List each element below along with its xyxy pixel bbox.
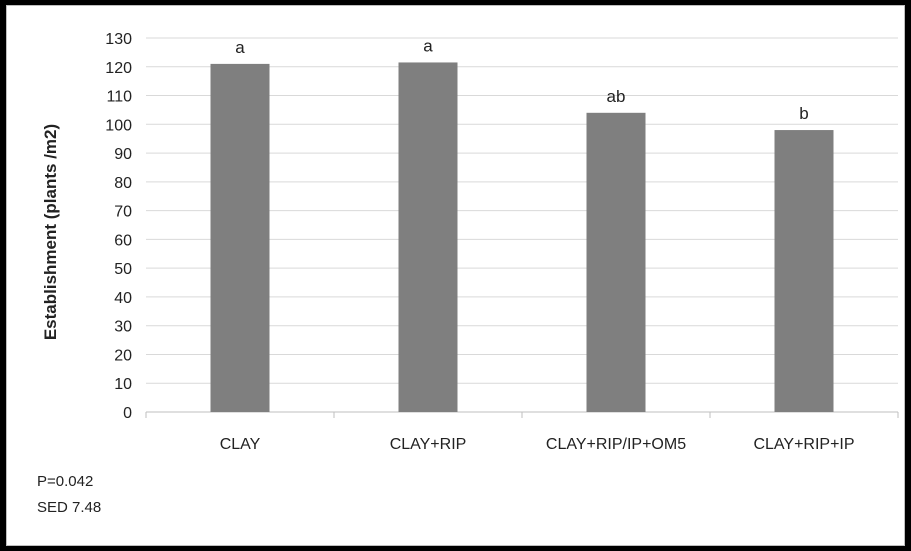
bar [210, 63, 270, 413]
bars [210, 62, 834, 413]
y-axis-title: Establishment (plants /m2) [41, 124, 60, 340]
y-tick-label: 120 [105, 60, 132, 77]
bar [398, 62, 458, 412]
significance-letter: b [799, 104, 808, 123]
gridlines [145, 37, 899, 418]
significance-letters: a a ab b [235, 36, 808, 123]
y-tick-label: 30 [114, 319, 132, 336]
y-tick-label: 10 [114, 376, 132, 393]
y-axis-ticks: 0 10 20 30 40 50 60 70 80 90 100 110 120 130 [105, 31, 132, 422]
x-tick-label: CLAY+RIP+IP [753, 436, 854, 453]
y-tick-label: 60 [114, 232, 132, 249]
y-tick-label: 80 [114, 175, 132, 192]
bar [774, 130, 834, 413]
y-tick-label: 0 [123, 405, 132, 422]
significance-letter: a [235, 38, 245, 57]
x-axis-labels: CLAY CLAY+RIP CLAY+RIP/IP+OM5 CLAY+RIP+IP [220, 436, 855, 453]
x-tick-label: CLAY+RIP [390, 436, 467, 453]
significance-letter: a [423, 36, 433, 55]
y-tick-label: 70 [114, 204, 132, 221]
significance-letter: ab [607, 87, 626, 106]
x-tick-label: CLAY [220, 436, 261, 453]
bar [586, 112, 646, 413]
sed-note: SED 7.48 [37, 499, 102, 516]
y-tick-label: 90 [114, 146, 132, 163]
y-tick-label: 110 [106, 89, 132, 106]
x-tick-label: CLAY+RIP/IP+OM5 [546, 436, 686, 453]
y-tick-label: 130 [105, 31, 132, 48]
y-tick-label: 20 [114, 347, 132, 364]
p-value-note: P=0.042 [37, 473, 94, 490]
y-tick-label: 100 [105, 117, 132, 134]
y-tick-label: 40 [114, 290, 132, 307]
chart-frame: 0 10 20 30 40 50 60 70 80 90 100 110 120 130 CLAY CLAY… [6, 5, 905, 546]
y-tick-label: 50 [114, 261, 132, 278]
